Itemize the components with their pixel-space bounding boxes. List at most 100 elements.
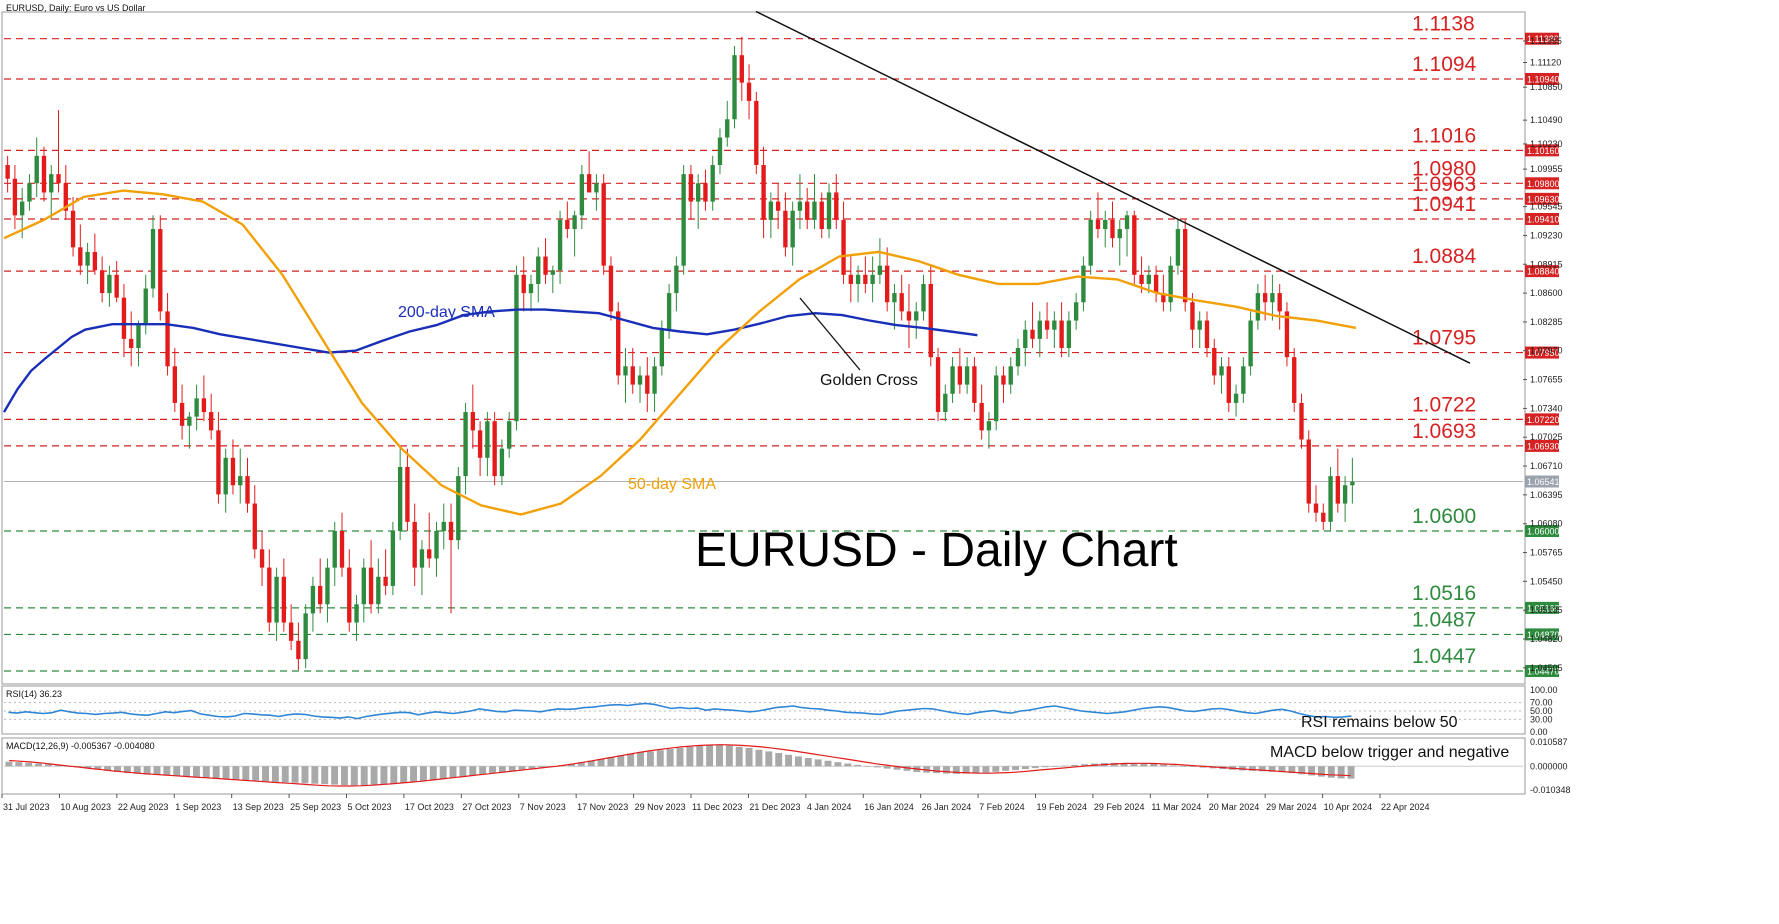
candle-body	[681, 174, 686, 266]
candle-body	[732, 55, 737, 120]
candle-body	[318, 585, 323, 605]
level-badge-bg	[1525, 413, 1559, 426]
candle-body	[957, 366, 963, 385]
price-tick-label: 1.08600	[1530, 288, 1563, 298]
candlesticks	[5, 36, 1355, 671]
macd-histogram-bar	[696, 745, 704, 767]
level-badge: 1.07220	[1527, 415, 1560, 425]
candle-body	[114, 274, 119, 298]
macd-histogram-bar	[94, 766, 102, 770]
level-label: 1.0447	[1412, 645, 1476, 668]
macd-histogram-bar	[864, 766, 871, 767]
candle-body	[99, 270, 105, 294]
macd-histogram-bar	[933, 766, 941, 774]
candle-body	[863, 274, 868, 284]
candle-body	[797, 201, 803, 211]
candle-body	[528, 283, 534, 294]
macd-histogram-bar	[54, 765, 62, 767]
date-tick-label: 17 Oct 2023	[405, 802, 454, 812]
price-tick-label: 1.09545	[1530, 202, 1563, 212]
price-tick-label: 1.08285	[1530, 317, 1563, 327]
candle-body	[579, 174, 585, 216]
level-badge: 1.04470	[1527, 667, 1560, 677]
macd-histogram-bar	[1002, 766, 1010, 771]
macd-histogram-bar	[903, 766, 911, 771]
macd-histogram-bar	[893, 766, 901, 770]
candle-body	[136, 325, 141, 348]
price-tick-label: 1.04505	[1530, 663, 1563, 673]
macd-histogram-bar	[794, 756, 802, 767]
candle-body	[376, 576, 381, 605]
macd-histogram-bar	[498, 766, 506, 773]
candle-body	[1015, 348, 1021, 367]
level-label: 1.0487	[1412, 608, 1476, 631]
candle-body	[1066, 320, 1072, 348]
moving-averages	[2, 189, 1357, 516]
downtrend-line	[755, 10, 1471, 364]
candle-body	[1001, 375, 1006, 385]
macd-histogram-bar	[1120, 762, 1128, 767]
macd-histogram-bar	[1160, 764, 1168, 767]
macd-histogram-bar	[291, 766, 299, 783]
macd-histogram-bar	[1327, 766, 1335, 778]
macd-indicator: 0.010587 0.000000 -0.010348	[4, 737, 1571, 795]
rsi-tick-label: 0.00	[1530, 727, 1548, 737]
candle-body	[259, 549, 265, 568]
macd-histogram-bar	[321, 766, 329, 785]
macd-histogram-bar	[785, 754, 793, 767]
candle-body	[34, 155, 39, 184]
current-price-badge-bg	[1525, 475, 1559, 488]
candle-body	[695, 183, 701, 202]
macd-histogram-bar	[814, 759, 822, 767]
date-tick-label: 29 Nov 2023	[635, 802, 686, 812]
macd-histogram-bar	[1041, 766, 1049, 768]
date-tick-label: 25 Sep 2023	[290, 802, 341, 812]
candle-body	[49, 174, 54, 193]
candle-body	[935, 357, 941, 413]
candle-body	[1204, 320, 1210, 348]
level-badge-bg	[1525, 32, 1559, 45]
support-resistance-levels: 1.11381.113801.10941.109401.10161.101601…	[4, 13, 1560, 678]
candle-body	[514, 274, 519, 422]
candle-body	[1030, 329, 1035, 339]
macd-histogram-bar	[489, 766, 496, 774]
candle-body	[201, 398, 207, 413]
macd-histogram-bar	[854, 764, 862, 767]
macd-histogram-bar	[1140, 763, 1148, 767]
price-tick-label: 1.07025	[1530, 432, 1563, 442]
level-badge-bg	[1525, 628, 1559, 641]
candle-body	[826, 192, 832, 230]
macd-histogram-bar	[627, 753, 635, 767]
date-tick-label: 31 Jul 2023	[3, 802, 50, 812]
macd-histogram-bar	[84, 766, 92, 769]
macd-histogram-bar	[706, 745, 714, 767]
candle-body	[950, 366, 955, 394]
macd-histogram-bar	[410, 766, 418, 782]
level-badge-bg	[1525, 192, 1559, 205]
date-tick-label: 19 Feb 2024	[1037, 802, 1088, 812]
candle-body	[637, 375, 643, 385]
macd-histogram-bar	[390, 766, 398, 784]
level-badge-bg	[1525, 525, 1559, 538]
price-tick-label: 1.11120	[1530, 57, 1561, 67]
candle-body	[187, 416, 192, 426]
candle-body	[739, 55, 744, 83]
macd-histogram-bar	[212, 766, 220, 779]
macd-histogram-bar	[962, 766, 970, 774]
candle-body	[783, 210, 788, 248]
level-badge: 1.05160	[1527, 603, 1560, 613]
sma50-label: 50-day SMA	[628, 476, 716, 493]
macd-histogram-bar	[183, 766, 191, 777]
macd-histogram-bar	[1031, 766, 1039, 769]
candle-body	[1008, 366, 1013, 385]
macd-histogram-bar	[646, 751, 654, 767]
candle-body	[623, 366, 628, 376]
macd-histogram-bar	[419, 766, 427, 781]
candle-body	[172, 366, 177, 403]
macd-histogram-bar	[350, 766, 358, 786]
macd-histogram-bar	[281, 766, 289, 783]
date-tick-label: 11 Mar 2024	[1151, 802, 1201, 812]
level-label: 1.0600	[1412, 505, 1476, 528]
candle-body	[288, 622, 294, 641]
macd-histogram-bar	[1298, 766, 1306, 775]
